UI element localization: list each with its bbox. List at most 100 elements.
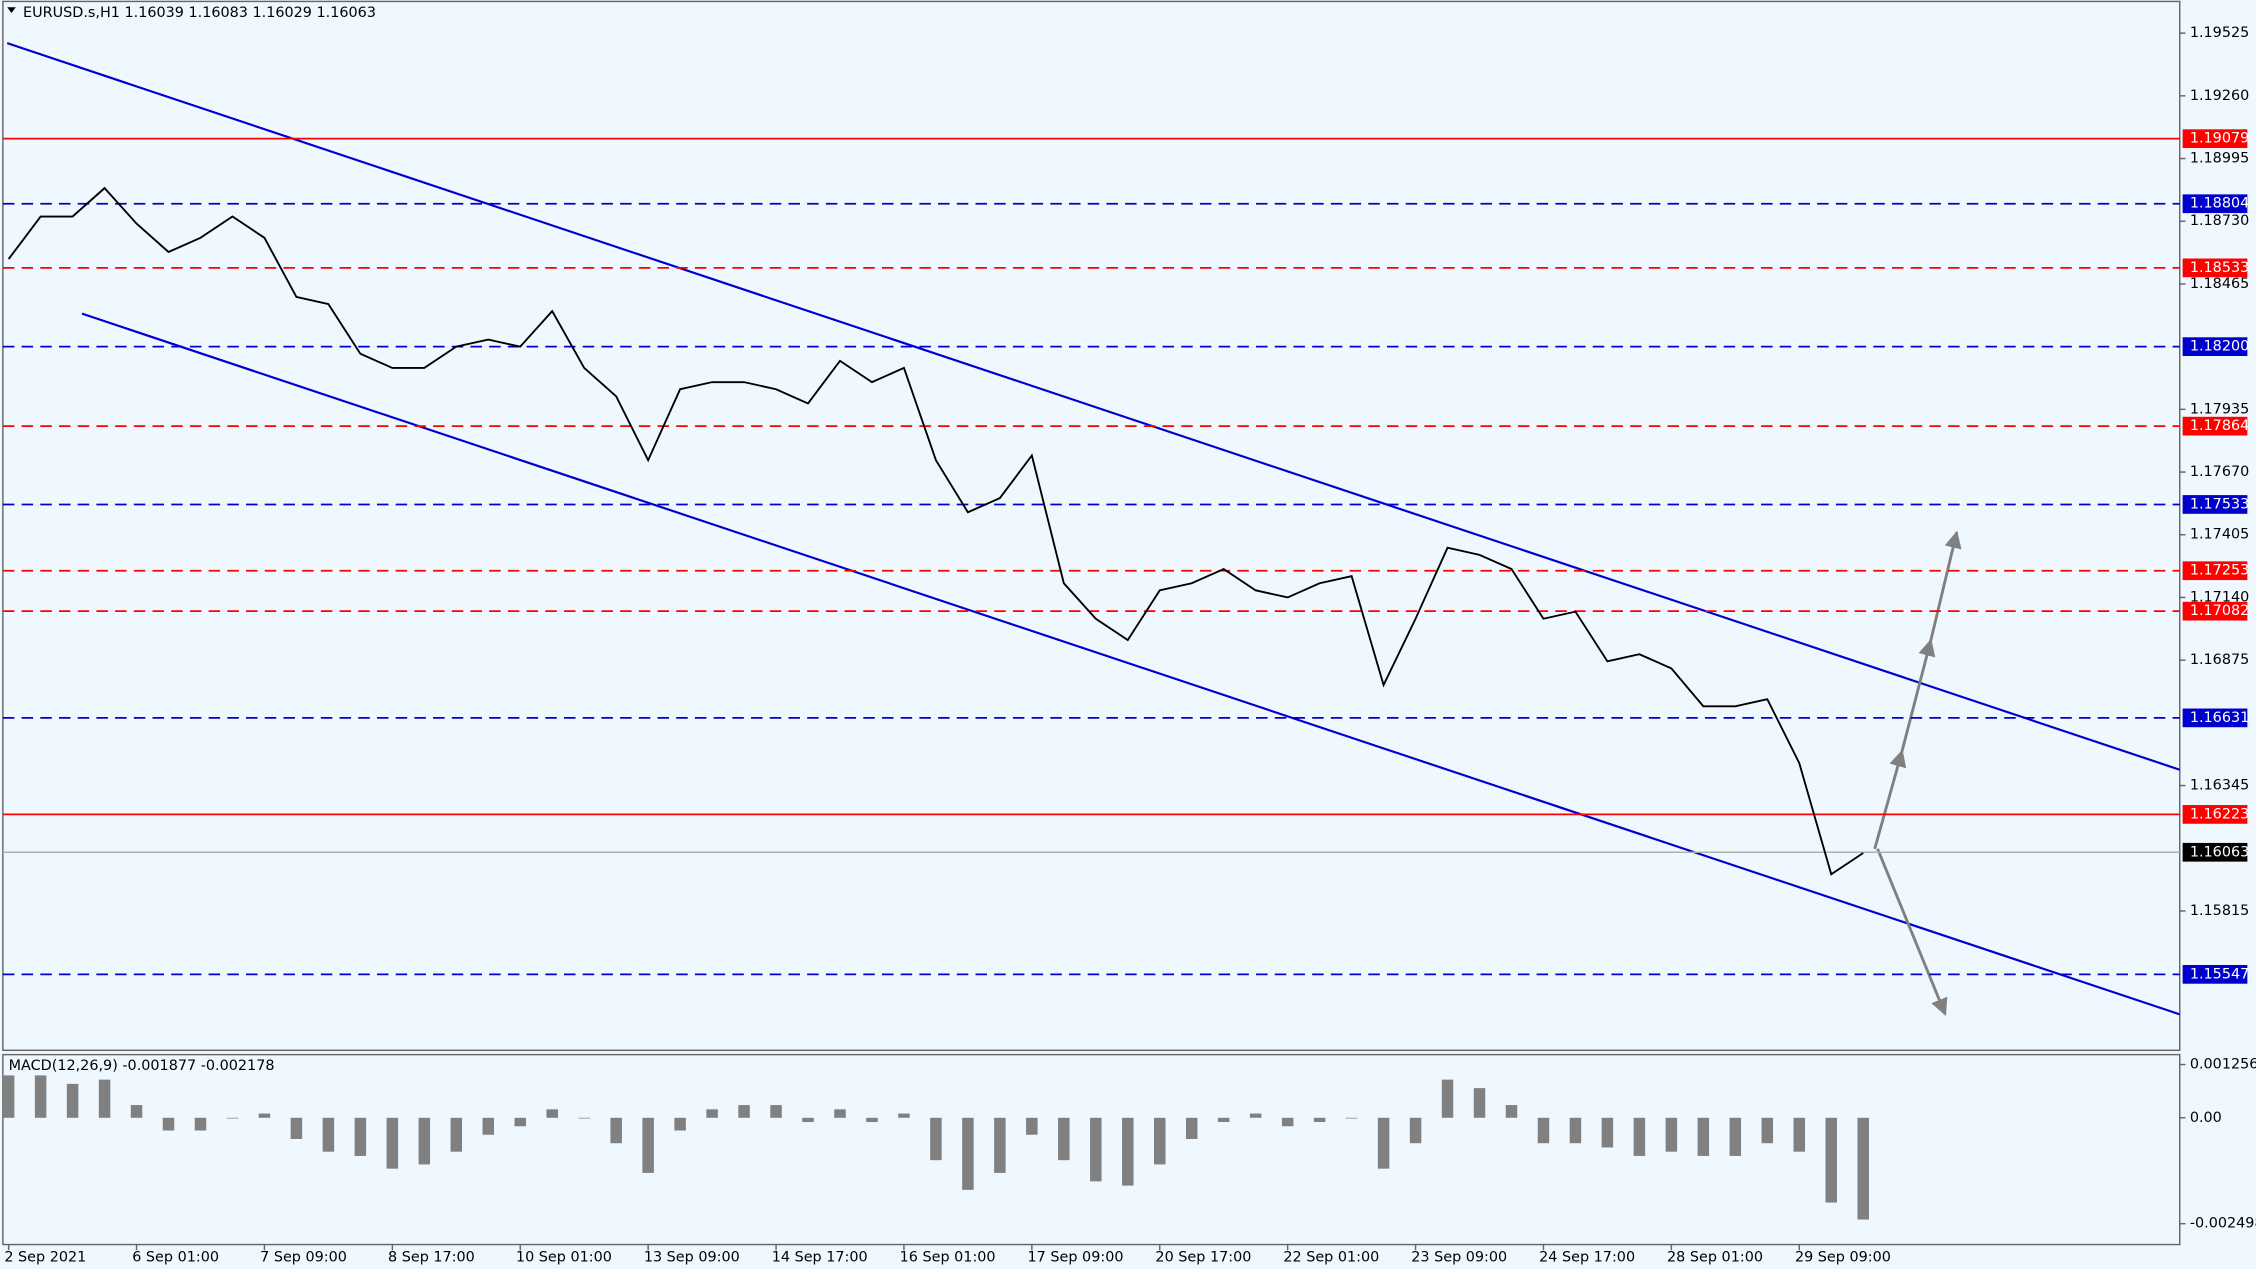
- x-tick-label: 24 Sep 17:00: [1539, 1249, 1635, 1265]
- macd-bar: [258, 1113, 271, 1118]
- macd-bar: [578, 1117, 590, 1119]
- macd-bar: [1249, 1113, 1262, 1118]
- x-tick-label: 14 Sep 17:00: [772, 1249, 868, 1265]
- marks: 1.19525 1.19260 1.18995 1.18730 1.18465 1.179…: [2, 25, 2256, 1265]
- level-box: [2182, 842, 2248, 862]
- macd-bar: [738, 1105, 750, 1118]
- macd-bar: [930, 1117, 942, 1161]
- y-tick-label: 1.18730: [2190, 213, 2249, 229]
- macd-bar: [482, 1117, 495, 1135]
- level-label: 1.17082: [2190, 603, 2249, 619]
- level-label: 1.15547: [2190, 966, 2249, 982]
- macd-bar: [546, 1109, 558, 1118]
- level-label: 1.16223: [2190, 806, 2249, 822]
- macd-bar: [386, 1117, 399, 1169]
- level-box: [2182, 708, 2248, 728]
- macd-bar: [1409, 1117, 1422, 1144]
- level-label: 1.16063: [2190, 844, 2249, 860]
- x-tick-label: 28 Sep 01:00: [1667, 1249, 1763, 1265]
- macd-bar: [1281, 1117, 1294, 1127]
- channel-lower: [81, 312, 2181, 1016]
- y-tick-label: 1.16345: [2190, 778, 2249, 794]
- level-box: [2182, 129, 2248, 149]
- macd-bar: [1122, 1117, 1134, 1186]
- x-tick-label: 6 Sep 01:00: [132, 1249, 219, 1265]
- level-box: [2182, 805, 2248, 824]
- y-tick-label: 1.17670: [2190, 464, 2249, 480]
- level-label: 1.19079: [2190, 131, 2249, 147]
- x-tick-label: 16 Sep 01:00: [900, 1249, 996, 1265]
- macd-bar: [1601, 1117, 1614, 1148]
- level-label: 1.17864: [2190, 418, 2249, 434]
- x-tick-label: 22 Sep 01:00: [1283, 1249, 1379, 1265]
- main-panel-frame: [2, 0, 2181, 1052]
- macd-bar: [994, 1117, 1006, 1173]
- symbol-header: EURUSD.s,H1 1.16039 1.16083 1.16029 1.16…: [23, 5, 376, 21]
- y-tick-label: 1.15815: [2190, 903, 2249, 919]
- y-tick-label: 1.17405: [2190, 527, 2249, 543]
- macd-bar: [610, 1117, 622, 1144]
- macd-bar: [1537, 1117, 1550, 1144]
- y-tick-label: 1.19525: [2190, 25, 2249, 41]
- level-box: [2182, 965, 2248, 984]
- y-tick-label: 1.17140: [2190, 589, 2249, 605]
- arrow-up-1: [1873, 749, 1907, 850]
- macd-bar: [354, 1117, 367, 1156]
- level-label: 1.17533: [2190, 496, 2249, 512]
- macd-bar: [1633, 1117, 1646, 1156]
- macd-bar: [1505, 1105, 1518, 1118]
- macd-bar: [98, 1079, 111, 1118]
- macd-bar: [194, 1117, 207, 1131]
- level-label: 1.18200: [2190, 339, 2249, 355]
- macd-bar: [802, 1117, 814, 1123]
- x-tick-label: 7 Sep 09:00: [260, 1249, 347, 1265]
- macd-bar: [1697, 1117, 1710, 1156]
- y-tick-label: 1.17935: [2190, 401, 2249, 417]
- macd-bar: [130, 1105, 143, 1118]
- macd-bar: [1345, 1117, 1358, 1119]
- x-tick-label: 10 Sep 01:00: [516, 1249, 612, 1265]
- macd-bar: [642, 1117, 654, 1173]
- macd-bar: [1665, 1117, 1678, 1152]
- macd-bar: [706, 1109, 718, 1118]
- x-tick-label: 13 Sep 09:00: [644, 1249, 740, 1265]
- x-tick-label: 2 Sep 2021: [4, 1249, 86, 1265]
- x-tick-label: 17 Sep 09:00: [1028, 1249, 1124, 1265]
- macd-bar: [1026, 1117, 1038, 1135]
- macd-bar: [898, 1113, 910, 1118]
- level-box: [2182, 337, 2248, 356]
- level-box: [2182, 416, 2248, 436]
- macd-bar: [1313, 1117, 1326, 1123]
- y-tick-label: 1.18995: [2190, 151, 2249, 167]
- macd-bar: [1473, 1088, 1486, 1118]
- macd-bar: [962, 1117, 974, 1190]
- macd-bar: [770, 1105, 782, 1118]
- arrow-up-3: [1929, 530, 1962, 641]
- macd-bar: [1058, 1117, 1070, 1161]
- price-line: [7, 186, 1864, 876]
- macd-bar: [66, 1083, 79, 1118]
- macd-bar: [866, 1117, 878, 1123]
- macd-bar: [1441, 1079, 1454, 1118]
- level-box: [2182, 495, 2248, 514]
- x-tick-label: 23 Sep 09:00: [1411, 1249, 1507, 1265]
- macd-bar: [514, 1117, 526, 1127]
- y-tick-label: 1.16875: [2190, 652, 2249, 668]
- macd-bar: [34, 1075, 47, 1118]
- x-tick-label: 20 Sep 17:00: [1155, 1249, 1251, 1265]
- macd-bar: [162, 1117, 175, 1131]
- macd-bar: [1793, 1117, 1806, 1152]
- macd-bar: [418, 1117, 431, 1165]
- x-tick-label: 29 Sep 09:00: [1795, 1249, 1891, 1265]
- macd-bar: [834, 1109, 846, 1118]
- macd-panel-frame: [2, 1053, 2181, 1246]
- macd-bar: [1185, 1117, 1198, 1139]
- channel-upper: [6, 42, 2181, 771]
- x-tick-label: 8 Sep 17:00: [388, 1249, 475, 1265]
- macd-bar: [1761, 1117, 1774, 1144]
- menu-triangle: [7, 7, 16, 13]
- macd-header: MACD(12,26,9) -0.001877 -0.002178: [9, 1058, 275, 1074]
